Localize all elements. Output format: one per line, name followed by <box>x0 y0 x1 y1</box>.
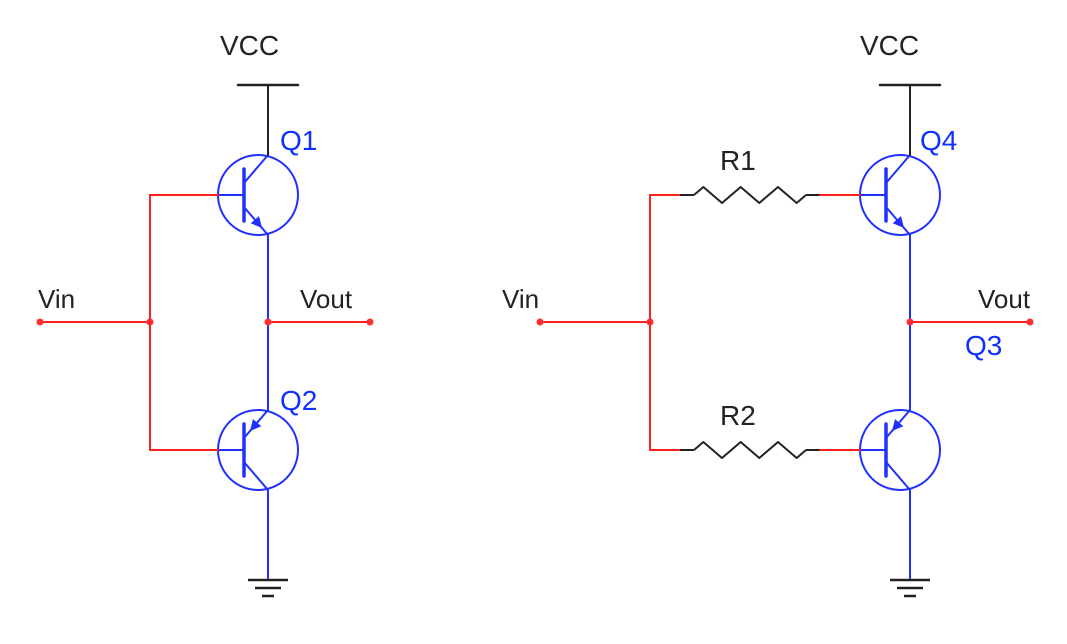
q3-pnp <box>860 410 940 490</box>
label-q4: Q4 <box>920 125 957 156</box>
node-emitters <box>265 319 272 326</box>
label-vin-right: Vin <box>502 284 539 314</box>
label-vout-left: Vout <box>300 284 353 314</box>
resistor-r1 <box>680 187 820 203</box>
right-circuit <box>537 85 1034 596</box>
vout-terminal <box>367 319 374 326</box>
q4-npn <box>860 155 940 235</box>
label-vout-right: Vout <box>978 284 1031 314</box>
label-r1: R1 <box>720 145 756 176</box>
label-q1: Q1 <box>280 125 317 156</box>
vin-terminal <box>537 319 544 326</box>
q2-pnp <box>218 410 298 490</box>
label-q2: Q2 <box>280 385 317 416</box>
label-vcc-right: VCC <box>860 30 919 61</box>
node-emitters <box>907 319 914 326</box>
vin-terminal <box>37 319 44 326</box>
left-circuit <box>37 85 374 596</box>
ground-right <box>890 580 930 596</box>
q1-npn <box>218 155 298 235</box>
label-vcc-left: VCC <box>220 30 279 61</box>
vout-terminal <box>1027 319 1034 326</box>
resistor-r2 <box>680 442 820 458</box>
label-r2: R2 <box>720 400 756 431</box>
label-q3: Q3 <box>965 330 1002 361</box>
ground-left <box>248 580 288 596</box>
label-vin-left: Vin <box>38 284 75 314</box>
